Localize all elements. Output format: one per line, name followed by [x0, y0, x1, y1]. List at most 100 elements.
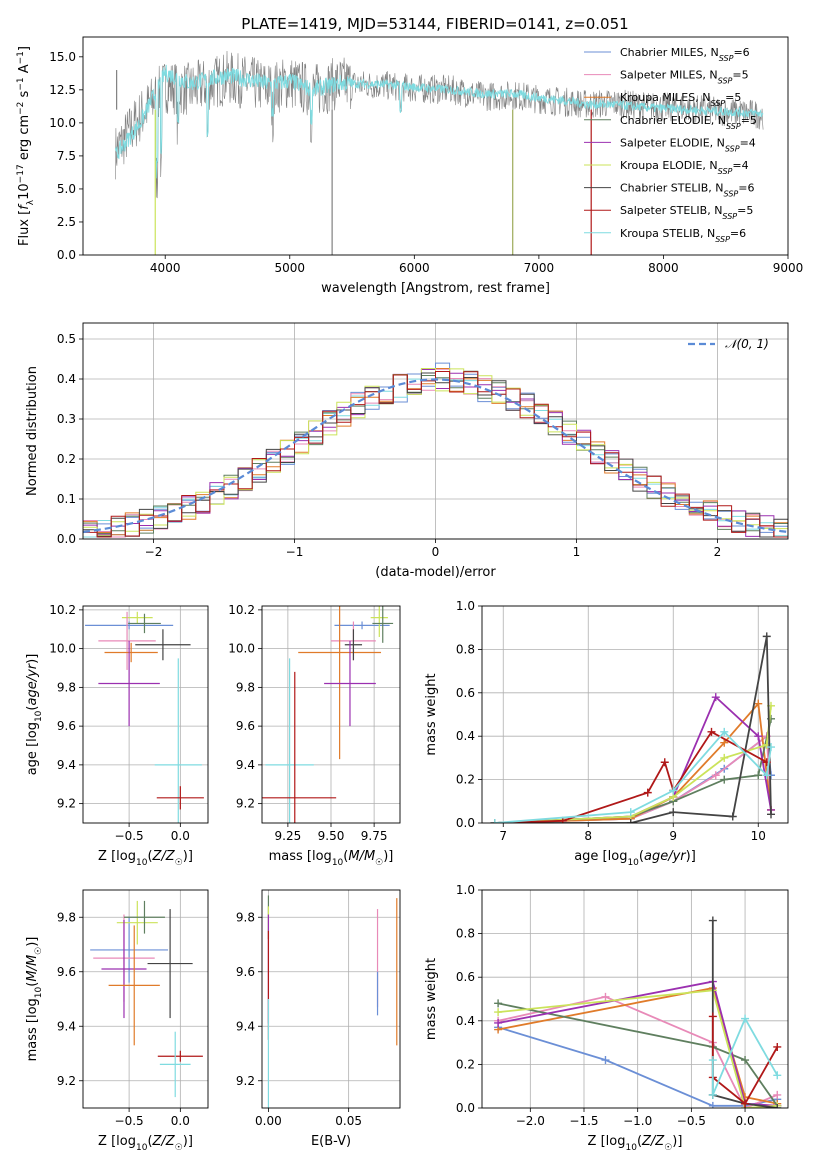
legend-span: =5 [732, 69, 748, 82]
label-span: )] [383, 849, 393, 864]
x-tick-label: 0.00 [255, 1114, 282, 1128]
label-span: λ [26, 199, 36, 205]
y-axis-label: mass weight [424, 673, 439, 755]
y-tick-label: 9.4 [236, 758, 255, 772]
label-span: )] [183, 849, 193, 864]
label-span: s [17, 90, 32, 101]
label-span: ( [25, 706, 40, 711]
label-span: age/yr [644, 849, 687, 864]
y-tick-label: 9.8 [236, 680, 255, 694]
y-axis-label: age [log10(age/yr)] [25, 654, 44, 776]
label-span: ( [147, 849, 152, 864]
axes-frame [261, 605, 401, 824]
label-span: )] [25, 654, 40, 664]
series-line [494, 718, 772, 823]
x-tick-label: −0.5 [115, 829, 144, 843]
point-marker [711, 693, 720, 702]
label-span: mass [log [269, 849, 332, 864]
label-span: Z/Z [152, 849, 176, 864]
point-marker [601, 992, 610, 1001]
label-span: age [log [25, 722, 40, 775]
legend-span: =6 [730, 227, 746, 240]
legend-label: Salpeter STELIB, NSSP=5 [620, 204, 753, 221]
point-marker [494, 1008, 503, 1017]
series-line [711, 920, 778, 1108]
point-marker [720, 753, 729, 762]
point-marker [728, 812, 737, 821]
point-marker [643, 788, 652, 797]
y-tick-label: 10.0 [228, 642, 255, 656]
legend-span: SSP [724, 189, 739, 198]
legend-label: Salpeter ELODIE, NSSP=4 [620, 136, 756, 153]
legend-label: Salpeter MILES, NSSP=5 [620, 69, 749, 86]
y-tick-label: 9.2 [236, 797, 255, 811]
label-span: ( [637, 1134, 642, 1149]
label-span: )] [25, 937, 40, 947]
y-tick-label: 9.8 [236, 910, 255, 924]
point-marker [494, 999, 503, 1008]
legend-label: Kroupa MILES, NSSP=5 [620, 91, 741, 108]
y-tick-label: 0.6 [456, 970, 475, 984]
label-span: 10 [625, 1143, 637, 1153]
label-span: ( [147, 1134, 152, 1149]
x-tick-label: 9 [669, 829, 677, 843]
series-line [498, 989, 778, 1108]
legend-span: SSP [718, 76, 733, 85]
label-span: ( [343, 849, 348, 864]
label-span: 10 [627, 858, 639, 868]
y-tick-label: 0.6 [456, 686, 475, 700]
legend-span: SSP [722, 212, 737, 221]
label-span: ☉ [375, 858, 383, 868]
y-axis-label: mass [log10(M/M☉)] [25, 937, 44, 1062]
label-span: −2 [16, 102, 26, 115]
point-marker [494, 1018, 503, 1027]
x-tick-label: 9.75 [361, 829, 388, 843]
y-tick-label: 9.2 [57, 797, 76, 811]
figure-title: PLATE=1419, MJD=53144, FIBERID=0141, z=0… [241, 15, 628, 33]
point-marker [754, 732, 763, 741]
legend-label: Kroupa ELODIE, NSSP=4 [620, 159, 749, 176]
label-span: Normed distribution [25, 366, 40, 496]
y-tick-label: 5.0 [57, 182, 76, 196]
point-marker [669, 808, 678, 817]
legend-span: Salpeter ELODIE, N [620, 136, 725, 149]
y-tick-label: 0.8 [456, 927, 475, 941]
label-span: ] [17, 46, 32, 51]
label-span: wavelength [Angstrom, rest frame] [321, 281, 550, 296]
axes-frame [82, 322, 789, 540]
point-marker [754, 699, 763, 708]
y-tick-label: 15.0 [49, 50, 76, 64]
point-marker [767, 743, 775, 752]
point-marker [626, 819, 635, 823]
x-tick-label: −1.5 [569, 1114, 598, 1128]
x-axis-label: Z [log10(Z/Z☉)] [588, 1134, 683, 1153]
legend-label: Kroupa STELIB, NSSP=6 [620, 227, 746, 244]
label-span: 10 [332, 858, 344, 868]
point-marker [708, 1012, 717, 1021]
y-tick-label: 0.2 [456, 1057, 475, 1071]
point-marker [660, 758, 669, 767]
point-marker [773, 1104, 782, 1108]
point-marker [773, 1042, 782, 1051]
point-marker [720, 775, 729, 784]
label-span: age/yr [25, 662, 40, 705]
point-marker [741, 1099, 750, 1108]
y-tick-label: 0.8 [456, 642, 475, 656]
label-span: )] [686, 849, 696, 864]
legend-span: Kroupa STELIB, N [620, 227, 715, 240]
label-span: E(B-V) [311, 1134, 351, 1149]
legend-span: SSP [710, 99, 725, 108]
histogram-step [83, 371, 788, 538]
legend-span: =6 [738, 182, 754, 195]
y-tick-label: 0.4 [456, 729, 475, 743]
axes-frame [82, 889, 209, 1109]
y-tick-label: 9.6 [236, 965, 255, 979]
label-span: )] [672, 1134, 682, 1149]
legend-span: =5 [737, 204, 753, 217]
x-axis-label: mass [log10(M/M☉)] [269, 849, 394, 868]
label-span: Z [log [98, 1134, 136, 1149]
y-tick-label: 9.8 [57, 910, 76, 924]
y-tick-label: 10.2 [228, 603, 255, 617]
label-span: Z [log [588, 1134, 626, 1149]
y-tick-label: 9.2 [236, 1074, 255, 1088]
